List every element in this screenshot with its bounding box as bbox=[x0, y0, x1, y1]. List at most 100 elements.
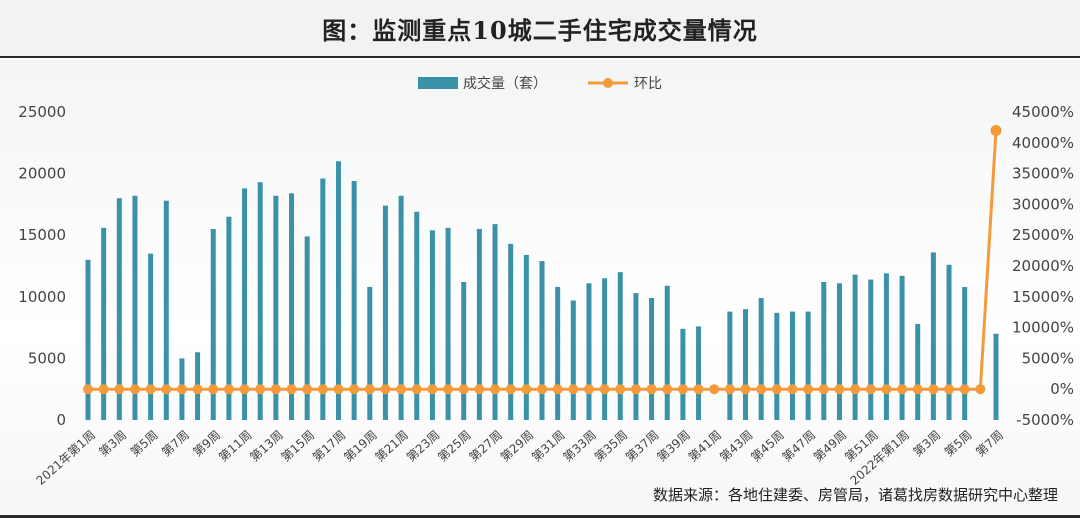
bar bbox=[320, 178, 326, 420]
x-tick-label: 第45周 bbox=[748, 428, 787, 465]
x-tick-label: 第21周 bbox=[373, 428, 412, 465]
x-tick-label: 第17周 bbox=[310, 428, 349, 465]
y-left-tick-label: 15000 bbox=[18, 226, 66, 244]
y-right-tick-label: 30000% bbox=[1012, 195, 1074, 213]
line-point bbox=[98, 384, 109, 395]
bar bbox=[633, 293, 639, 420]
bar bbox=[993, 333, 999, 420]
bar bbox=[398, 195, 404, 420]
legend-line-label: 环比 bbox=[634, 76, 662, 92]
bar bbox=[148, 253, 154, 420]
x-axis: 2021年第1周第3周第5周第7周第9周第11周第13周第15周第17周第19周… bbox=[34, 428, 1006, 488]
line-point bbox=[928, 384, 939, 395]
legend-bar-label: 成交量（套） bbox=[463, 75, 547, 92]
y-left-tick-label: 5000 bbox=[28, 349, 66, 367]
line-point bbox=[537, 384, 547, 395]
y-right-tick-label: -5000% bbox=[1016, 411, 1074, 429]
line-point bbox=[897, 384, 908, 395]
bar bbox=[273, 195, 279, 420]
bar bbox=[680, 328, 686, 420]
bar bbox=[617, 272, 623, 420]
x-tick-label: 第15周 bbox=[279, 428, 318, 465]
x-tick-label: 第39周 bbox=[654, 428, 693, 465]
bar-series bbox=[85, 161, 999, 420]
y-left-tick-label: 20000 bbox=[18, 165, 66, 183]
x-tick-label: 第3周 bbox=[96, 428, 129, 460]
chart-title: 图：监测重点10城二手住宅成交量情况 bbox=[322, 15, 758, 45]
y-left-tick-label: 0 bbox=[56, 411, 66, 429]
line-point bbox=[568, 384, 579, 395]
line-point bbox=[756, 384, 767, 395]
line-point bbox=[881, 384, 892, 395]
legend-line-marker bbox=[603, 78, 613, 88]
x-tick-label: 第5周 bbox=[128, 428, 161, 460]
y-right-tick-label: 0% bbox=[1050, 380, 1074, 398]
bar bbox=[570, 300, 576, 420]
bar bbox=[461, 282, 467, 420]
line-point bbox=[912, 384, 923, 395]
line-point bbox=[552, 384, 563, 395]
y-right-tick-label: 45000% bbox=[1012, 103, 1074, 121]
line-point bbox=[693, 384, 704, 395]
line-point bbox=[302, 384, 313, 395]
line-point bbox=[677, 384, 688, 395]
bar bbox=[555, 286, 561, 420]
line-point bbox=[599, 384, 610, 395]
bar bbox=[257, 182, 263, 420]
line-point bbox=[239, 384, 250, 395]
bar bbox=[649, 298, 655, 420]
bar bbox=[789, 311, 795, 420]
bar bbox=[743, 309, 749, 420]
line-point bbox=[771, 384, 782, 395]
line-point bbox=[83, 384, 93, 395]
line-point bbox=[458, 384, 469, 395]
x-tick-label: 第27周 bbox=[466, 428, 505, 465]
line-point bbox=[630, 384, 641, 395]
line-point bbox=[583, 384, 594, 395]
bar bbox=[101, 227, 107, 420]
bar bbox=[883, 273, 889, 420]
x-tick-label: 第13周 bbox=[247, 428, 286, 465]
bar bbox=[367, 286, 373, 420]
line-series bbox=[83, 124, 1002, 395]
line-point bbox=[615, 384, 626, 395]
bar bbox=[163, 200, 169, 420]
line-point bbox=[145, 384, 156, 395]
line-point bbox=[349, 384, 360, 395]
line-point bbox=[521, 384, 532, 395]
bar bbox=[758, 298, 764, 420]
legend: 成交量（套） 环比 bbox=[418, 75, 662, 92]
line-point bbox=[364, 384, 375, 395]
line-point bbox=[333, 384, 344, 395]
bar bbox=[508, 243, 514, 420]
bar bbox=[915, 323, 921, 420]
line-point bbox=[176, 384, 187, 395]
line-point bbox=[161, 384, 172, 395]
line-point bbox=[490, 384, 501, 395]
bar bbox=[523, 254, 529, 420]
line-point bbox=[114, 384, 125, 395]
line-point bbox=[505, 384, 516, 395]
x-tick-label: 2021年第1周 bbox=[34, 428, 98, 488]
line-point bbox=[975, 384, 986, 395]
x-tick-label: 第23周 bbox=[404, 428, 443, 465]
bar bbox=[664, 285, 670, 420]
bar bbox=[304, 236, 310, 420]
line-point bbox=[865, 384, 876, 395]
legend-bar-swatch bbox=[418, 77, 458, 89]
bar bbox=[445, 227, 451, 420]
source-note: 数据来源：各地住建委、房管局，诸葛找房数据研究中心整理 bbox=[653, 486, 1058, 504]
x-tick-label: 第7周 bbox=[159, 428, 192, 460]
line-point bbox=[474, 384, 485, 395]
x-tick-label: 第5周 bbox=[942, 428, 975, 460]
y-right-tick-label: 40000% bbox=[1012, 134, 1074, 152]
bar bbox=[351, 180, 357, 420]
bar bbox=[852, 274, 858, 420]
y-left-tick-label: 10000 bbox=[18, 288, 66, 306]
bar bbox=[946, 264, 952, 420]
bar bbox=[476, 229, 482, 420]
line-point bbox=[709, 384, 720, 395]
bar bbox=[85, 259, 91, 420]
bar bbox=[774, 312, 780, 420]
